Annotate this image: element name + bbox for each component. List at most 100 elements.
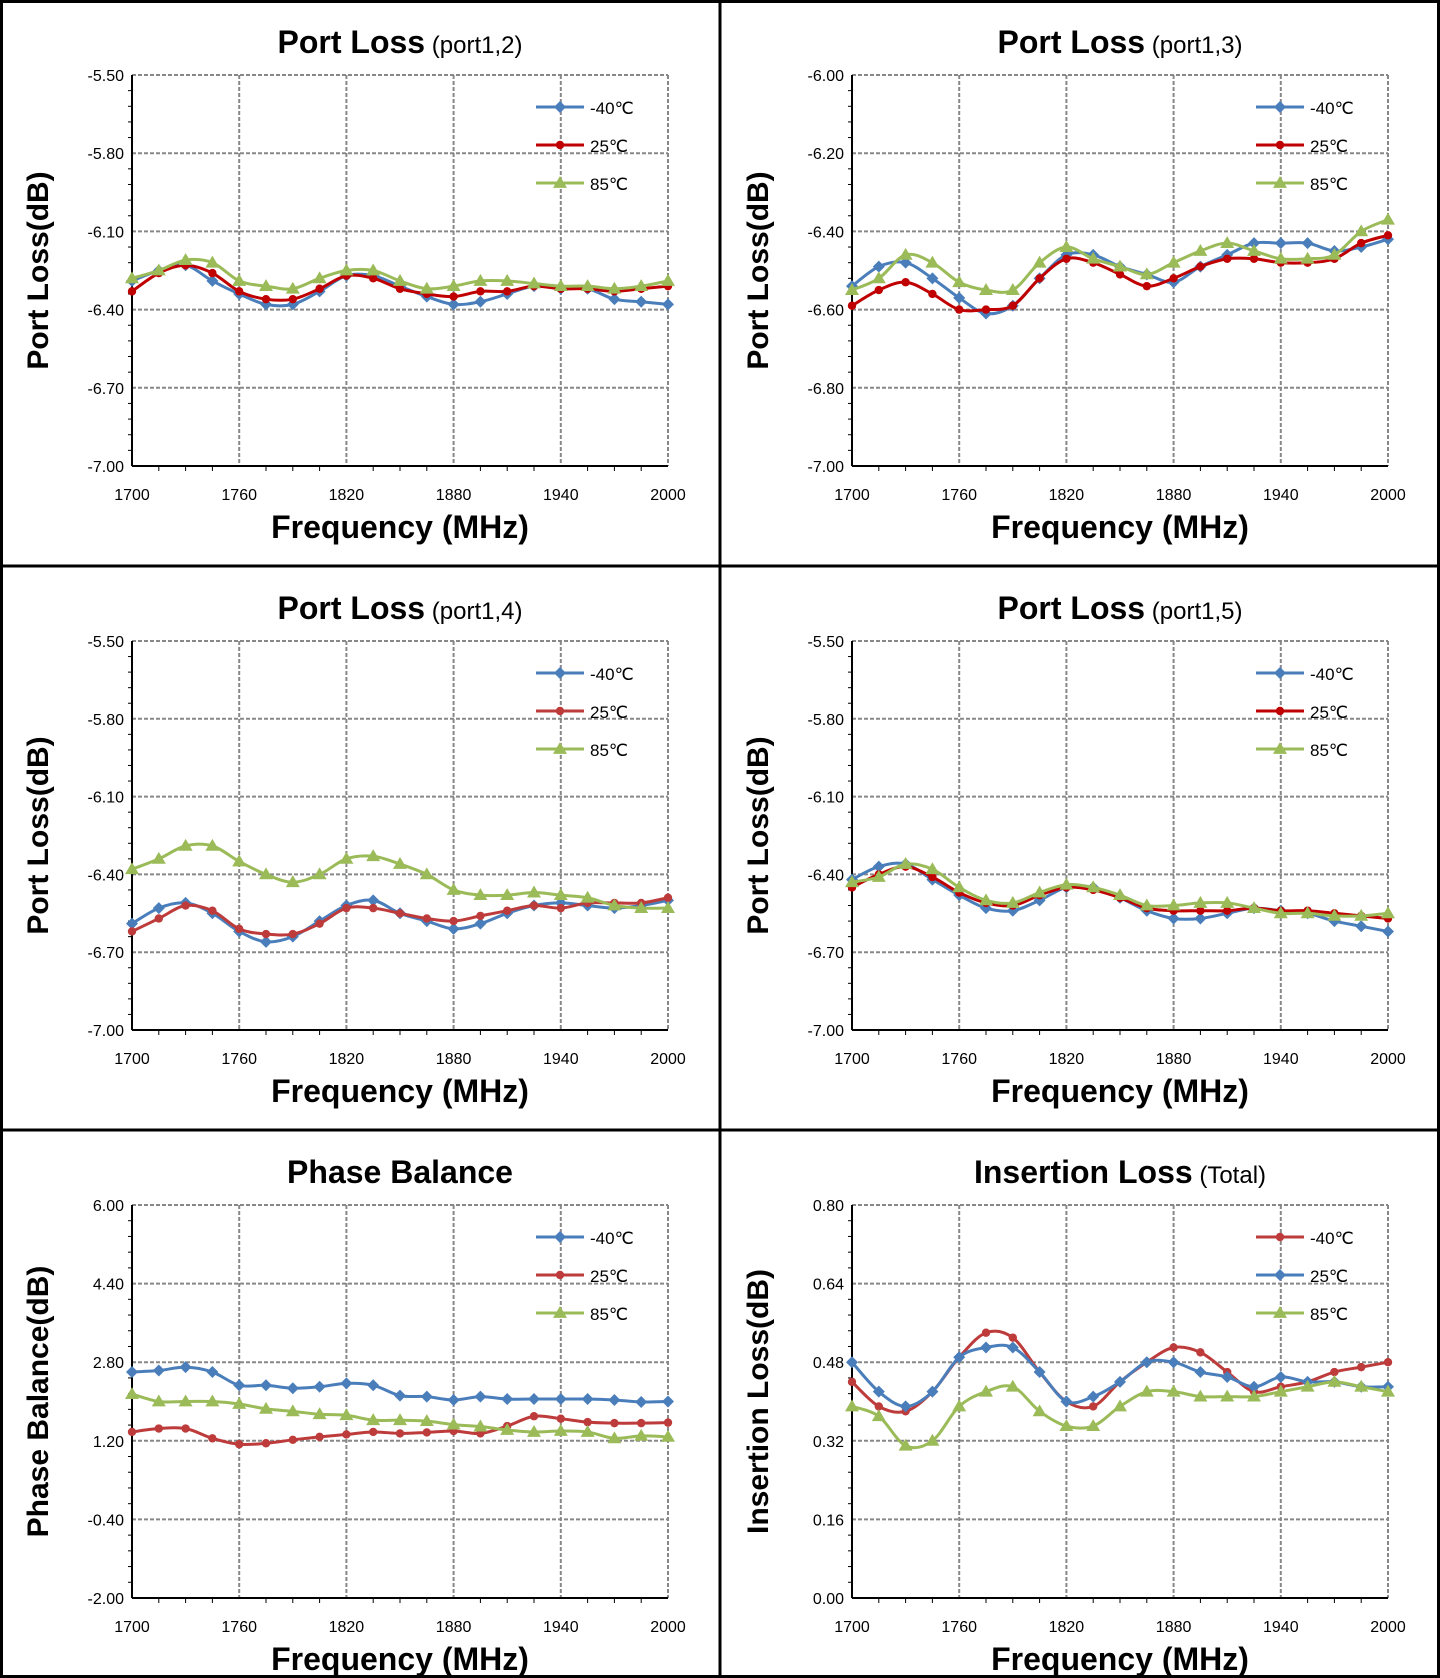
data-point xyxy=(874,1402,883,1411)
x-tick-label: 1760 xyxy=(221,1051,257,1068)
y-axis-title: Insertion Loss(dB) xyxy=(742,1269,775,1534)
data-point xyxy=(1166,898,1181,911)
data-point xyxy=(503,906,512,915)
data-point xyxy=(1167,1356,1180,1369)
data-point xyxy=(419,1414,434,1427)
data-point xyxy=(898,1438,913,1451)
data-point xyxy=(369,1427,378,1437)
legend-marker xyxy=(555,706,565,716)
data-point xyxy=(1273,906,1288,919)
data-point xyxy=(208,268,217,278)
y-tick-label: -5.50 xyxy=(88,68,125,85)
data-point xyxy=(1169,274,1178,283)
data-point xyxy=(126,917,138,930)
legend-marker xyxy=(1273,742,1287,754)
data-point xyxy=(151,1394,166,1407)
chart-title-main: Port Loss xyxy=(278,24,426,60)
data-point xyxy=(1354,224,1369,237)
y-tick-label: 1.20 xyxy=(93,1434,124,1451)
data-point xyxy=(663,1418,673,1427)
data-point xyxy=(235,287,244,296)
data-point xyxy=(369,274,378,283)
data-point xyxy=(1274,237,1287,250)
chart-title-suffix: (port1,4) xyxy=(425,598,522,625)
data-point xyxy=(178,253,193,265)
data-point xyxy=(580,890,595,903)
data-point xyxy=(1032,1404,1047,1417)
data-point xyxy=(395,284,405,293)
y-tick-label: -6.40 xyxy=(808,867,845,884)
y-axis-title: Port Loss(dB) xyxy=(22,171,55,369)
data-point xyxy=(1330,1367,1339,1377)
data-point xyxy=(901,278,910,287)
data-point xyxy=(663,893,673,902)
data-point xyxy=(1300,906,1315,919)
data-point xyxy=(529,901,539,910)
data-point xyxy=(1114,1375,1126,1388)
data-point xyxy=(208,906,217,915)
data-point xyxy=(1005,895,1020,908)
legend-marker xyxy=(554,667,566,679)
data-point xyxy=(369,903,378,913)
data-point xyxy=(340,1377,353,1390)
data-point xyxy=(312,271,327,284)
data-point xyxy=(635,1395,648,1408)
data-point xyxy=(1355,920,1368,933)
chart-title-suffix: (Total) xyxy=(1193,1162,1266,1189)
chart-panel-4: Port Loss (port1,5) -5.50 -5.80 -6.10 -6.40 -… xyxy=(742,590,1406,1109)
data-point xyxy=(393,273,407,286)
data-point xyxy=(181,1424,190,1433)
x-tick-label: 1700 xyxy=(114,1619,150,1636)
x-axis-title: Frequency (MHz) xyxy=(271,1641,529,1677)
data-point xyxy=(474,1390,487,1403)
data-point xyxy=(152,1364,165,1377)
y-tick-label: -5.80 xyxy=(808,712,845,729)
data-point xyxy=(154,1424,163,1433)
data-point xyxy=(527,885,541,898)
data-point xyxy=(845,1399,859,1412)
x-tick-label: 1880 xyxy=(1156,1619,1192,1636)
data-point xyxy=(1273,251,1288,264)
data-point xyxy=(952,880,967,893)
data-point xyxy=(446,882,461,895)
y-tick-label: -6.40 xyxy=(88,303,125,320)
data-point xyxy=(261,294,271,304)
data-point xyxy=(449,916,458,926)
x-tick-label: 1820 xyxy=(329,1051,365,1068)
data-point xyxy=(1223,254,1232,263)
data-point xyxy=(312,867,327,880)
legend-label: 85℃ xyxy=(590,741,628,760)
data-point xyxy=(474,917,487,930)
y-axis-title: Phase Balance(dB) xyxy=(22,1266,55,1538)
data-point xyxy=(928,289,937,299)
legend-marker xyxy=(1274,667,1286,679)
data-point xyxy=(1381,906,1395,919)
data-point xyxy=(339,1408,354,1421)
data-point xyxy=(447,1394,460,1407)
legend-label: 25℃ xyxy=(590,1267,628,1286)
data-point xyxy=(1059,877,1074,890)
y-tick-label: -6.60 xyxy=(808,303,845,320)
legend-label: 25℃ xyxy=(1310,703,1348,722)
x-axis-title: Frequency (MHz) xyxy=(991,1641,1249,1677)
x-tick-label: 1700 xyxy=(834,1051,870,1068)
legend-marker xyxy=(1274,1269,1286,1281)
data-point xyxy=(925,862,940,875)
y-tick-label: -2.00 xyxy=(88,1591,125,1608)
data-point xyxy=(473,1419,488,1432)
data-point xyxy=(419,281,434,294)
y-tick-label: -6.00 xyxy=(808,68,845,85)
data-point xyxy=(1223,906,1232,915)
data-point xyxy=(285,281,300,294)
legend-marker xyxy=(1274,101,1286,113)
data-point xyxy=(556,1414,565,1423)
x-tick-label: 1880 xyxy=(1156,487,1192,504)
data-point xyxy=(637,1418,646,1428)
data-point xyxy=(449,292,458,301)
legend-label: -40℃ xyxy=(590,1229,634,1248)
y-tick-label: -7.00 xyxy=(88,459,125,476)
data-point xyxy=(1115,270,1125,279)
data-point xyxy=(208,1434,217,1443)
